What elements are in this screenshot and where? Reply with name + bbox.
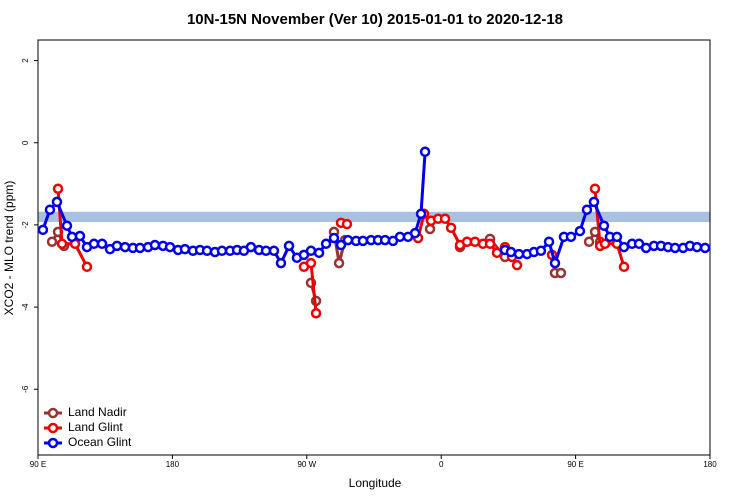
point bbox=[164, 241, 176, 253]
point bbox=[216, 245, 228, 257]
point bbox=[599, 238, 611, 250]
legend-label: Ocean Glint bbox=[68, 435, 132, 449]
y-tick-label: -6 bbox=[21, 385, 30, 393]
x-tick-label: 180 bbox=[703, 460, 717, 469]
point bbox=[445, 222, 457, 234]
x-tick-label: 180 bbox=[166, 460, 180, 469]
x-axis-label: Longitude bbox=[349, 476, 402, 490]
point bbox=[574, 225, 586, 237]
point bbox=[424, 223, 436, 235]
y-tick-label: -4 bbox=[21, 303, 30, 311]
point bbox=[275, 257, 287, 269]
point bbox=[513, 248, 525, 260]
point bbox=[51, 196, 63, 208]
point bbox=[439, 213, 451, 224]
chart-title: 10N-15N November (Ver 10) 2015-01-01 to … bbox=[187, 11, 563, 28]
point bbox=[598, 220, 610, 231]
point bbox=[543, 236, 555, 247]
point bbox=[341, 218, 353, 230]
point bbox=[618, 261, 630, 273]
point bbox=[56, 238, 68, 250]
band bbox=[38, 211, 710, 223]
point bbox=[588, 196, 600, 208]
point bbox=[134, 242, 146, 254]
y-tick-label: -2 bbox=[21, 221, 30, 229]
point bbox=[88, 238, 100, 250]
point bbox=[511, 259, 523, 271]
point bbox=[611, 231, 623, 243]
point bbox=[74, 230, 86, 242]
point bbox=[583, 236, 595, 247]
point bbox=[565, 231, 577, 243]
point bbox=[669, 242, 681, 254]
legend-marker bbox=[47, 407, 59, 419]
x-tick-label: 90 W bbox=[297, 460, 316, 469]
point bbox=[81, 261, 93, 273]
point bbox=[555, 267, 567, 279]
legend-marker bbox=[47, 422, 59, 434]
x-tick-label: 90 E bbox=[30, 460, 46, 469]
point bbox=[111, 240, 123, 252]
point bbox=[699, 242, 711, 254]
y-tick-label: 0 bbox=[21, 140, 30, 145]
y-axis-label: XCO2 - MLO trend (ppm) bbox=[2, 181, 16, 316]
point bbox=[394, 231, 406, 243]
point bbox=[52, 183, 64, 194]
point bbox=[44, 204, 56, 215]
point bbox=[333, 257, 345, 269]
point bbox=[535, 245, 547, 257]
point bbox=[581, 204, 593, 215]
legend-label: Land Glint bbox=[68, 420, 123, 434]
point bbox=[46, 236, 58, 247]
point bbox=[691, 241, 703, 253]
point bbox=[505, 246, 517, 258]
point bbox=[179, 243, 191, 255]
point bbox=[37, 224, 49, 236]
point bbox=[419, 146, 431, 158]
legend-marker bbox=[47, 437, 59, 449]
point bbox=[245, 241, 257, 253]
point bbox=[305, 257, 317, 269]
point bbox=[268, 245, 280, 257]
x-tick-label: 0 bbox=[439, 460, 444, 469]
point bbox=[283, 240, 295, 252]
point bbox=[415, 208, 427, 220]
point bbox=[201, 245, 213, 257]
point bbox=[149, 239, 161, 251]
point bbox=[589, 183, 601, 194]
point bbox=[313, 247, 325, 259]
legend-label: Land Nadir bbox=[68, 405, 127, 419]
point bbox=[342, 234, 354, 246]
point bbox=[409, 227, 421, 239]
point bbox=[484, 238, 496, 250]
point bbox=[310, 307, 322, 319]
point bbox=[335, 239, 347, 251]
x-tick-label: 90 E bbox=[567, 460, 583, 469]
point bbox=[320, 238, 332, 250]
point bbox=[96, 238, 108, 250]
y-tick-label: 2 bbox=[21, 58, 30, 63]
point bbox=[328, 232, 340, 244]
point bbox=[618, 241, 630, 253]
point bbox=[61, 220, 73, 231]
point bbox=[357, 235, 369, 247]
point bbox=[549, 257, 561, 269]
point bbox=[469, 236, 481, 247]
point bbox=[305, 245, 317, 257]
